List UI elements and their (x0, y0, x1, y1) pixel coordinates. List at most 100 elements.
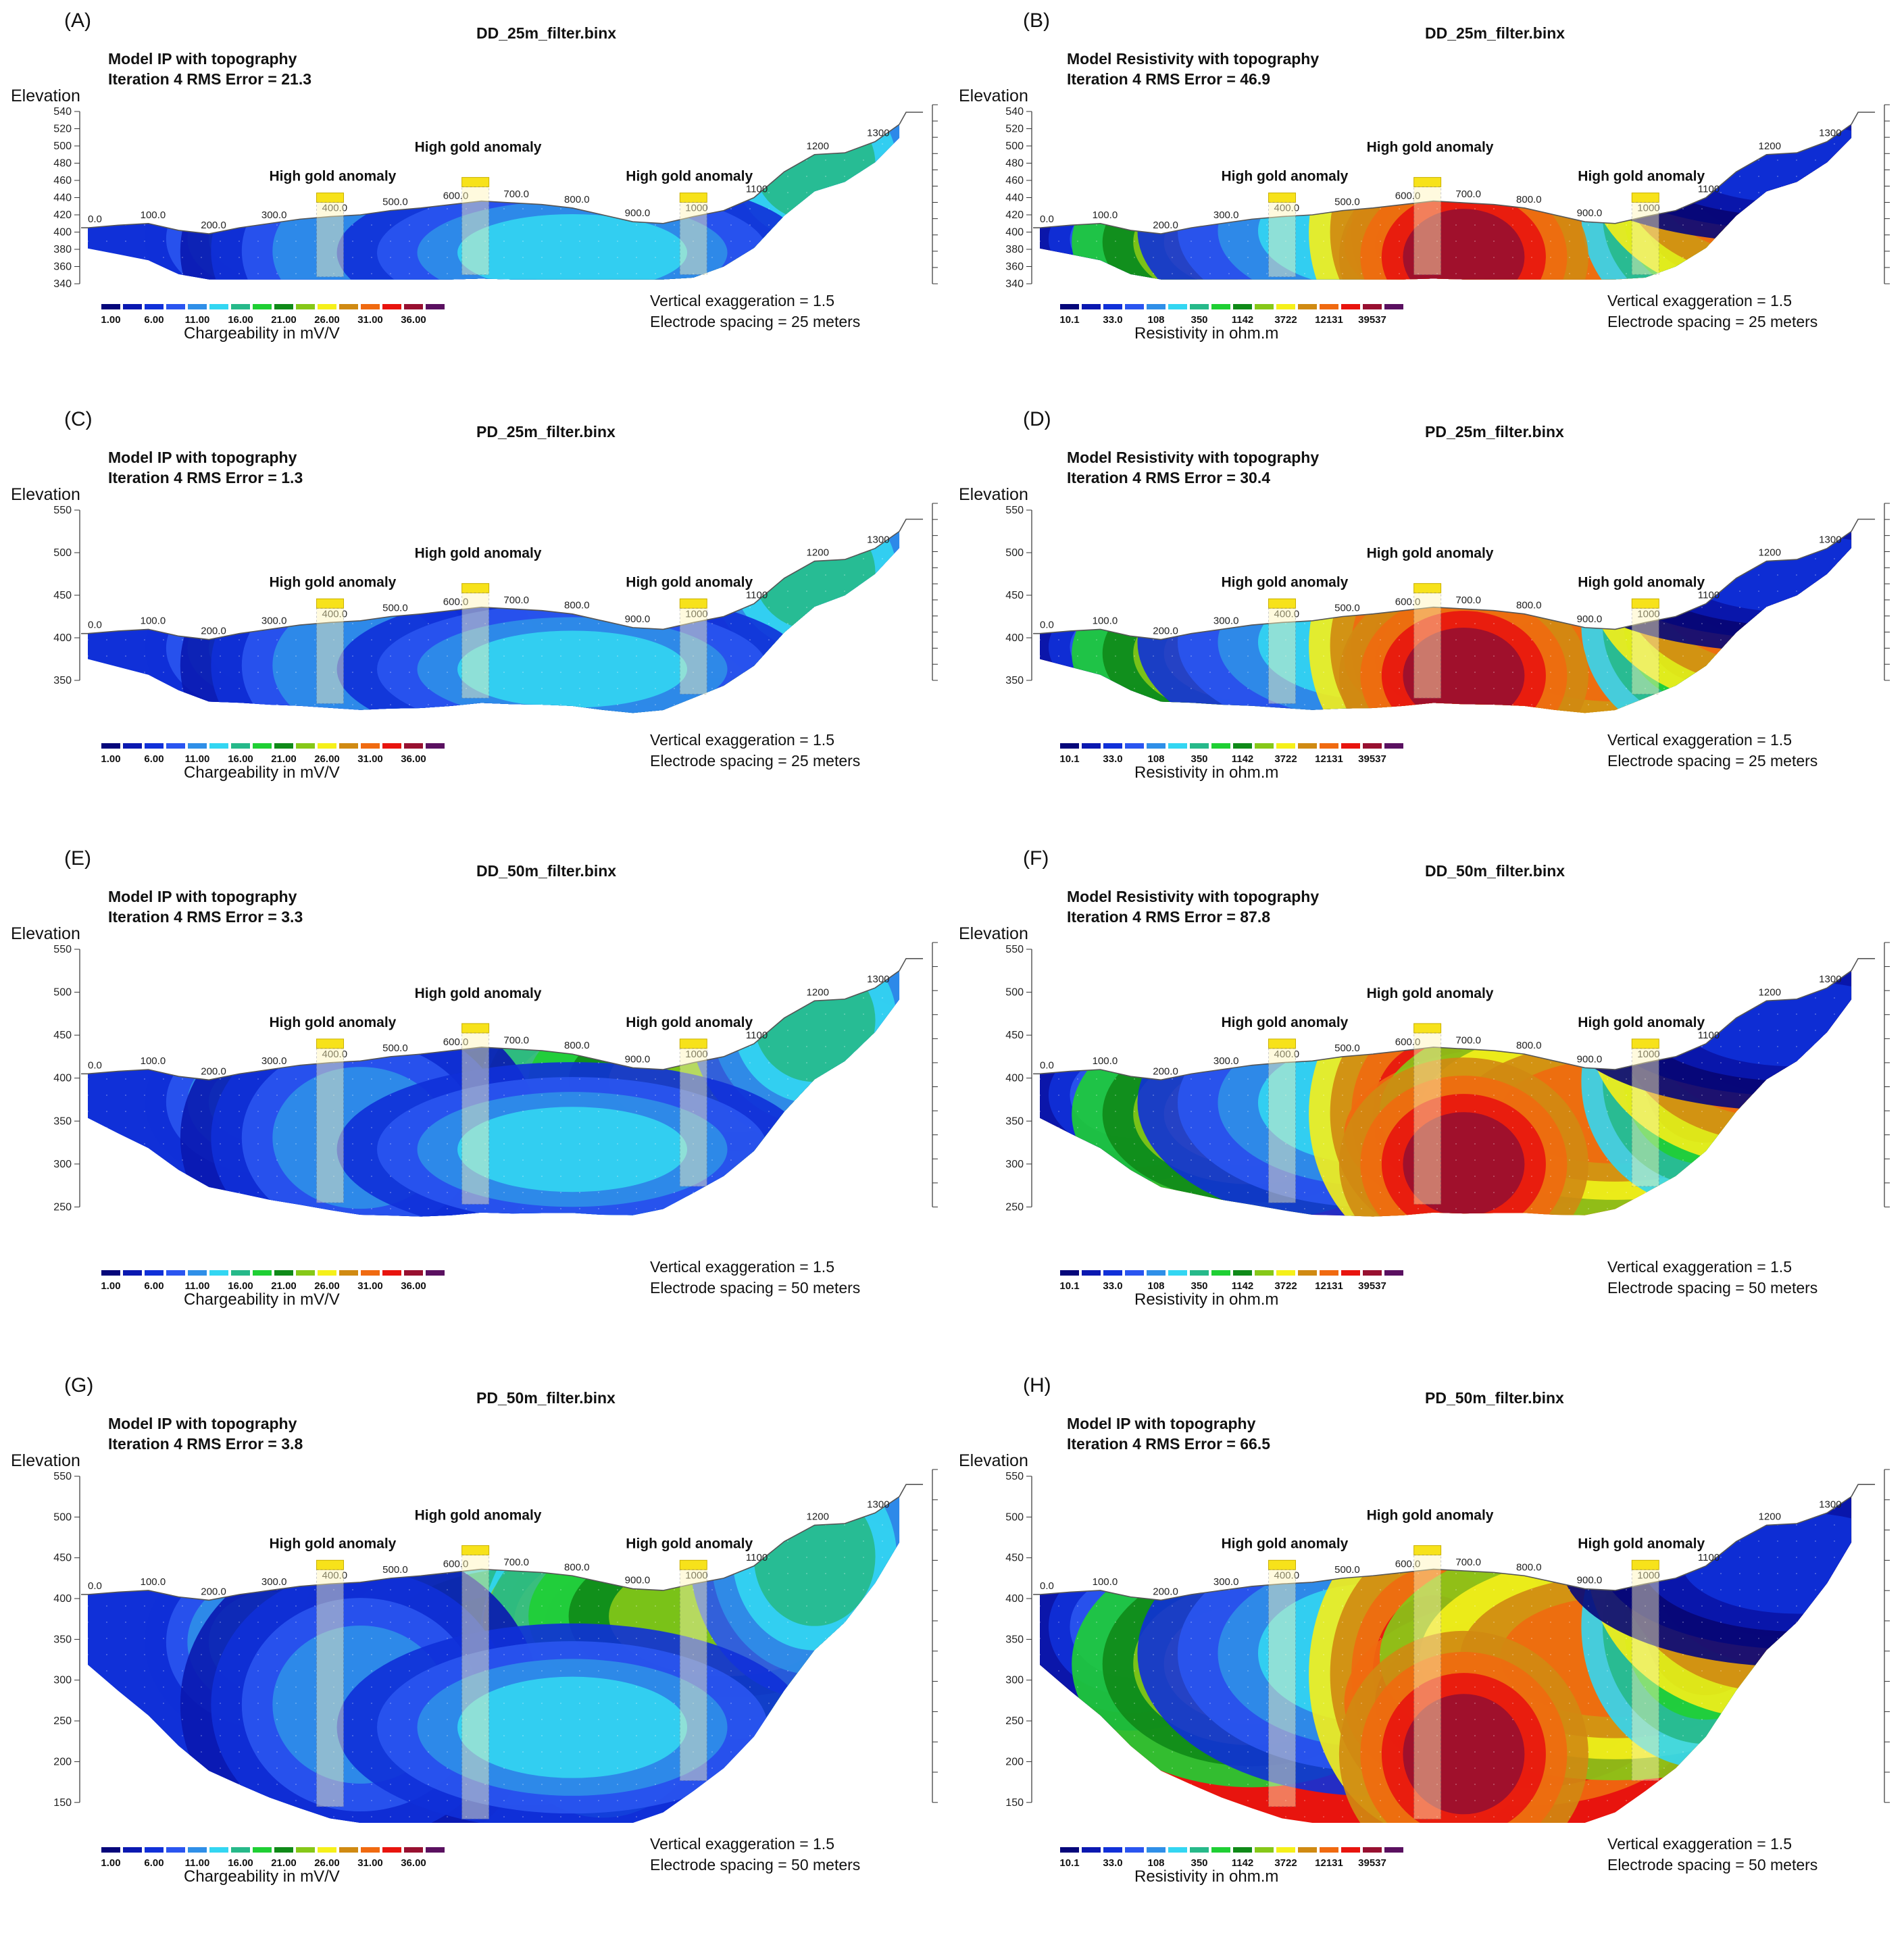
model-cell-dot (1115, 704, 1116, 705)
model-cell-dot (1228, 127, 1230, 128)
model-cell-dot (1191, 1143, 1192, 1145)
model-cell-dot (787, 1078, 788, 1080)
model-cell-dot (1266, 1127, 1268, 1128)
model-cell-dot (371, 1192, 372, 1193)
model-cell-dot (1247, 192, 1249, 193)
high-gold-anomaly-label: High gold anomaly (1222, 1015, 1349, 1030)
model-cell-dot (1285, 949, 1286, 950)
model-cell-dot (182, 1208, 183, 1209)
model-cell-dot (1096, 997, 1097, 999)
model-cell-dot (1739, 159, 1740, 161)
model-cell-dot (882, 965, 883, 966)
model-cell-dot (201, 1719, 202, 1720)
model-cell-dot (1720, 965, 1722, 966)
distance-tick-label: 400.0 (1274, 203, 1300, 214)
colorbar-swatch (382, 304, 401, 309)
colorbar-swatch (1125, 304, 1144, 309)
model-cell-dot (1853, 208, 1854, 209)
model-cell-dot (144, 1751, 145, 1753)
model-cell-dot (182, 1540, 183, 1542)
model-cell-dot (1115, 672, 1116, 673)
model-cell-dot (88, 1143, 89, 1145)
model-cell-dot (844, 1192, 845, 1193)
model-cell-dot (1247, 607, 1249, 608)
model-cell-dot (825, 1159, 826, 1161)
model-cell-dot (1531, 949, 1532, 950)
model-cell-dot (144, 949, 145, 950)
model-cell-dot (844, 997, 845, 999)
model-cell-dot (314, 526, 316, 527)
model-cell-dot (1380, 111, 1381, 112)
model-cell-dot (1796, 1224, 1797, 1226)
model-cell-dot (257, 1078, 259, 1080)
y-tick-label: 200 (53, 1756, 72, 1767)
colorbar-swatch (1168, 304, 1187, 309)
model-cell-dot (1077, 558, 1078, 559)
model-cell-dot (901, 639, 902, 640)
model-cell-dot (1796, 704, 1797, 705)
model-cell-dot (88, 208, 89, 209)
model-cell-dot (1493, 111, 1495, 112)
model-cell-dot (901, 590, 902, 592)
model-cell-dot (1266, 720, 1268, 722)
model-cell-dot (825, 1030, 826, 1031)
model-cell-dot (182, 1589, 183, 1590)
model-cell-dot (901, 127, 902, 128)
model-cell-dot (1474, 965, 1476, 966)
model-cell-dot (674, 192, 675, 193)
model-cell-dot (787, 720, 788, 722)
model-cell-dot (1474, 111, 1476, 112)
colorbar-swatch (1363, 743, 1382, 749)
colorbar-unit: Chargeability in mV/V (184, 324, 340, 343)
model-cell-dot (1701, 1127, 1703, 1128)
model-cell-dot (1588, 224, 1589, 226)
model-cell-dot (409, 1143, 410, 1145)
model-cell-dot (1493, 192, 1495, 193)
model-cell-dot (1418, 1192, 1419, 1193)
model-cell-dot (1096, 1143, 1097, 1145)
model-cell-dot (617, 192, 618, 193)
contour-band (753, 970, 876, 1082)
model-cell-dot (220, 1224, 221, 1226)
model-cell-dot (844, 949, 845, 950)
model-cell-dot (1569, 273, 1570, 274)
topography-line (87, 970, 900, 1081)
model-cell-dot (447, 127, 448, 128)
model-cell-dot (674, 1046, 675, 1047)
model-cell-dot (1550, 949, 1551, 950)
model-cell-dot (88, 1686, 89, 1688)
model-cell-dot (1039, 526, 1041, 527)
model-cell-dot (447, 542, 448, 543)
model-cell-dot (125, 720, 126, 722)
model-cell-dot (466, 1127, 467, 1128)
model-cell-dot (1134, 1095, 1135, 1096)
model-cell-dot (333, 1143, 334, 1145)
model-cell-dot (730, 1224, 732, 1226)
model-cell-dot (1701, 623, 1703, 624)
model-cell-dot (1323, 607, 1324, 608)
model-cell-dot (1588, 526, 1589, 527)
model-cell-dot (522, 1078, 524, 1080)
model-cell-dot (1531, 720, 1532, 722)
model-cell-dot (882, 273, 883, 274)
model-cell-dot (579, 639, 580, 640)
model-cell-dot (428, 981, 429, 982)
model-cell-dot (1815, 1078, 1816, 1080)
model-cell-dot (1682, 1143, 1684, 1145)
model-cell-dot (1115, 509, 1116, 511)
model-cell-dot (598, 509, 599, 511)
model-cell-dot (295, 127, 297, 128)
model-cell-dot (201, 574, 202, 576)
model-cell-dot (1777, 1095, 1778, 1096)
model-cell-dot (1663, 542, 1665, 543)
model-cell-dot (617, 590, 618, 592)
model-cell-dot (1247, 1095, 1249, 1096)
model-cell-dot (1077, 526, 1078, 527)
model-cell-dot (825, 1111, 826, 1112)
model-cell-dot (106, 704, 107, 705)
model-cell-dot (844, 127, 845, 128)
model-cell-dot (1399, 704, 1400, 705)
model-cell-dot (1474, 1078, 1476, 1080)
model-cell-dot (674, 639, 675, 640)
model-cell-dot (1342, 224, 1343, 226)
